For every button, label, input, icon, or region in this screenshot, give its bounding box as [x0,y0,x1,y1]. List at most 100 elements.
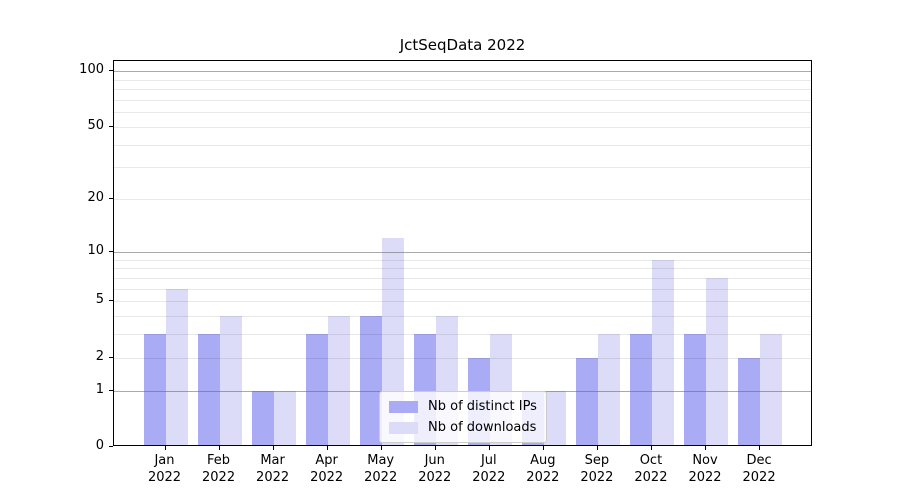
y-tick-label-10: 10 [87,242,104,258]
x-tick-feb [218,446,220,450]
x-tick-label-sep: Sep 2022 [567,452,627,486]
bar-downloads-jan [165,288,188,445]
y-tick-label-50: 50 [87,117,104,133]
gridline-major-100 [114,71,811,73]
gridline-minor-8 [114,268,811,270]
year-label: 2022 [688,470,722,485]
gridline-minor-5 [114,301,811,303]
legend-item-distinct-ips: Nb of distinct IPs [389,399,537,414]
y-tick-label-5: 5 [95,292,104,308]
bar-ips-nov [684,334,706,445]
bar-ips-jan [143,334,166,445]
y-tick-20 [109,198,113,200]
year-label: 2022 [742,470,776,485]
y-tick-1 [109,389,113,391]
bar-ips-dec [738,357,761,445]
month-label: Mar [260,453,285,468]
year-label: 2022 [418,470,452,485]
year-label: 2022 [147,470,182,485]
x-tick-label-apr: Apr 2022 [297,452,357,486]
y-tick-label-2: 2 [95,348,104,364]
legend-swatch-distinct-ips [389,400,418,413]
x-tick-label-jan: Jan 2022 [135,452,195,486]
y-tick-label-20: 20 [87,190,104,206]
legend-label: Nb of distinct IPs [428,399,537,414]
x-tick-nov [705,446,706,450]
bar-ips-feb [197,334,220,445]
y-tick-label-100: 100 [79,62,104,78]
month-label: Sep [584,453,610,468]
gridline-minor-60 [114,112,811,114]
gridline-minor-40 [114,144,811,146]
y-tick-10 [109,250,113,252]
year-label: 2022 [364,470,398,485]
legend-label: Nb of downloads [428,420,537,435]
y-tick-label-0: 0 [95,438,104,453]
y-tick-2 [109,356,113,358]
x-tick-jan [164,446,166,450]
gridline-major-10 [114,251,811,253]
chart-title: JctSeqData 2022 [399,36,526,54]
month-label: Jun [424,453,445,468]
y-tick-0 [109,446,113,447]
month-label: Jul [480,453,497,468]
x-tick-label-oct: Oct 2022 [621,452,681,486]
gridline-minor-50 [114,126,811,128]
x-tick-apr [326,446,328,450]
x-tick-label-feb: Feb 2022 [189,452,249,486]
bar-ips-apr [305,334,328,445]
month-label: Aug [530,453,556,468]
y-tick-50 [109,125,113,127]
gridline-minor-7 [114,277,811,279]
gridline-minor-70 [114,99,811,101]
bar-downloads-nov [706,277,728,445]
gridline-minor-2 [114,357,811,359]
month-label: Oct [639,453,663,468]
bar-downloads-mar [273,390,296,445]
legend-swatch-downloads [389,421,418,434]
y-tick-5 [109,300,113,302]
x-tick-label-may: May 2022 [351,452,411,486]
bar-downloads-sep [597,334,620,445]
bar-ips-mar [251,390,274,445]
bar-downloads-feb [219,315,242,445]
year-label: 2022 [256,470,290,485]
year-label: 2022 [580,470,614,485]
bar-ips-sep [575,357,598,445]
x-tick-oct [650,446,652,450]
year-label: 2022 [472,470,506,485]
x-tick-label-jul: Jul 2022 [459,452,519,486]
gridline-minor-6 [114,288,811,290]
month-label: Dec [746,453,772,468]
month-label: Jan [154,453,175,468]
x-tick-label-jun: Jun 2022 [405,452,465,486]
x-tick-label-aug: Aug 2022 [513,452,573,486]
x-tick-dec [759,446,761,450]
x-tick-label-dec: Dec 2022 [729,452,789,486]
month-label: May [367,453,395,468]
x-tick-may [380,446,382,450]
bar-downloads-dec [760,334,783,445]
bar-ips-oct [629,334,652,445]
bar-downloads-oct [651,259,674,445]
gridline-minor-3 [114,334,811,336]
y-tick-label-1: 1 [95,381,104,397]
gridline-minor-9 [114,259,811,261]
x-tick-label-nov: Nov 2022 [675,452,735,486]
month-label: Feb [207,453,231,468]
x-tick-sep [596,446,598,450]
gridline-minor-80 [114,89,811,91]
gridline-minor-90 [114,79,811,81]
y-tick-100 [109,70,113,72]
year-label: 2022 [310,470,344,485]
bar-ips-may [359,315,382,445]
x-tick-jul [488,446,490,450]
month-label: Apr [315,453,338,468]
year-label: 2022 [526,470,560,485]
legend-item-downloads: Nb of downloads [389,420,537,435]
gridline-minor-20 [114,199,811,201]
plot-area: Nb of distinct IPs Nb of downloads [113,60,812,446]
x-tick-jun [434,446,436,450]
x-tick-label-mar: Mar 2022 [243,452,303,486]
